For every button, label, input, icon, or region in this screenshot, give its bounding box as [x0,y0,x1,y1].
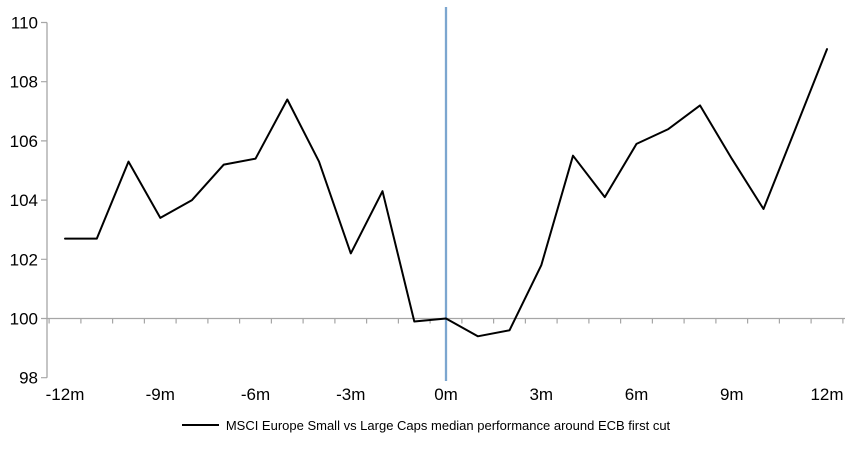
y-tick-label: 98 [19,369,38,388]
y-tick-label: 106 [10,132,38,151]
series-line-msci [64,48,828,338]
y-tick-label: 100 [10,310,38,329]
y-axis-ticks [41,21,47,379]
x-tick-label: 0m [434,385,458,404]
y-tick-label: 110 [11,14,38,33]
y-tick-label: 102 [10,250,38,269]
y-tick-label: 104 [10,191,38,210]
x-tick-label: -12m [46,385,85,404]
x-tick-label: 3m [529,385,553,404]
x-axis-minor-ticks [48,318,844,324]
x-tick-label: 12m [810,385,843,404]
legend-line-sample [181,424,219,426]
legend-label: MSCI Europe Small vs Large Caps median p… [225,417,671,433]
x-tick-label: -9m [146,385,175,404]
chart-legend: MSCI Europe Small vs Large Caps median p… [0,413,852,437]
x-tick-label: -6m [241,385,270,404]
x-tick-label: 6m [625,385,649,404]
x-tick-label: 9m [720,385,744,404]
x-tick-label: -3m [336,385,365,404]
y-tick-label: 108 [10,73,38,92]
